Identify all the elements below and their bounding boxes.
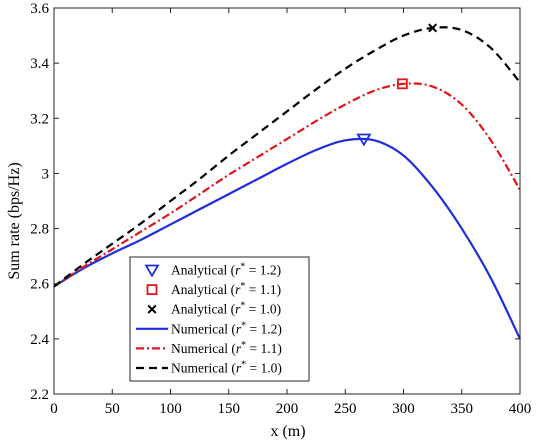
y-tick-label: 2.2 xyxy=(30,387,49,403)
legend-entry-label: Analytical (r* = 1.2) xyxy=(171,262,281,278)
x-tick-label: 0 xyxy=(50,401,58,417)
legend-symbol xyxy=(144,264,160,278)
x-tick-label: 150 xyxy=(218,401,241,417)
y-tick-label: 3.2 xyxy=(30,111,49,127)
y-tick-label: 2.4 xyxy=(30,332,49,348)
legend-entry-label: Numerical (r* = 1.1) xyxy=(171,340,282,356)
series-layer xyxy=(53,26,521,340)
analytical-point-1 xyxy=(356,133,372,147)
y-axis-label: Sum rate (bps/Hz) xyxy=(6,162,23,279)
x-axis-label: x (m) xyxy=(270,423,305,440)
legend-entry-label: Analytical (r* = 1.1) xyxy=(171,281,281,297)
legend-entry-label: Numerical (r* = 1.0) xyxy=(171,360,282,376)
x-tick-label: 350 xyxy=(451,401,474,417)
series-line-2 xyxy=(53,82,521,288)
legend-symbol xyxy=(147,304,157,314)
legend: Analytical (r* = 1.2) Analytical (r* = 1.… xyxy=(129,256,310,382)
x-tick-label: 50 xyxy=(105,401,120,417)
x-tick-label: 250 xyxy=(334,401,357,417)
legend-symbol xyxy=(146,284,158,296)
legend-entry-label: Analytical (r* = 1.0) xyxy=(171,301,281,317)
y-tick-label: 3.6 xyxy=(30,1,49,17)
x-tick-label: 100 xyxy=(159,401,182,417)
y-tick-label: 3.4 xyxy=(30,56,49,72)
marker-layer xyxy=(356,23,438,147)
series-line-1 xyxy=(53,137,521,340)
legend-entry-label: Numerical (r* = 1.2) xyxy=(171,320,282,336)
y-tick-label: 3 xyxy=(42,166,50,182)
legend-box xyxy=(129,256,310,382)
x-tick-label: 300 xyxy=(392,401,415,417)
x-tick-label: 400 xyxy=(509,401,532,417)
axes-layer: 0 50 100 150 200 250 300 350 400 2.2 2.4 2.6 2.8 3 3.2… xyxy=(30,1,531,417)
y-tick-label: 2.8 xyxy=(30,222,49,238)
analytical-point-2 xyxy=(396,78,408,90)
analytical-point-3 xyxy=(428,23,438,33)
series-line-3 xyxy=(53,26,521,288)
x-tick-label: 200 xyxy=(276,401,299,417)
y-tick-label: 2.6 xyxy=(30,277,49,293)
